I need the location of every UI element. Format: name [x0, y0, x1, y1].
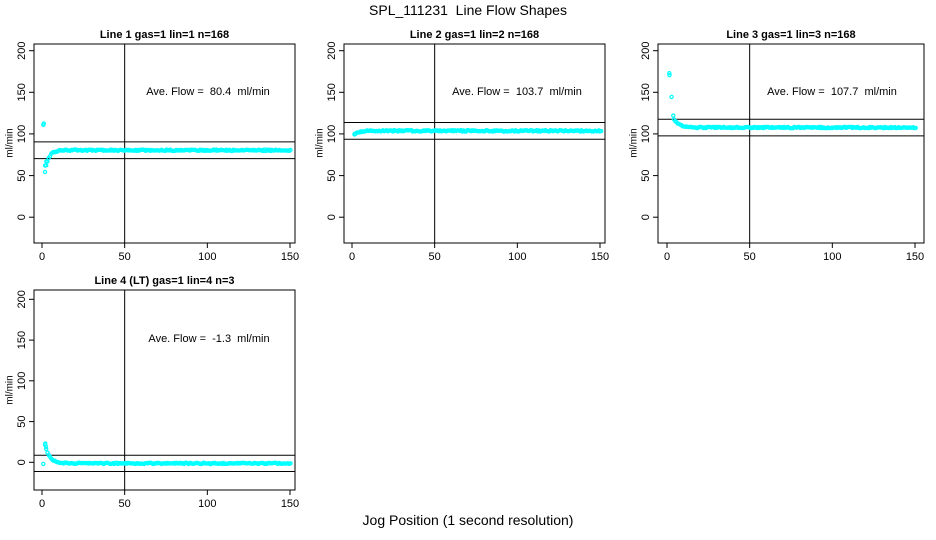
figure-title: SPL_111231 Line Flow Shapes: [369, 2, 567, 18]
y-tick-label: 150: [16, 331, 28, 349]
x-tick-label: 0: [39, 251, 45, 263]
x-tick-label: 150: [281, 251, 299, 263]
y-tick-label: 200: [16, 290, 28, 308]
x-tick-label: 0: [664, 251, 670, 263]
y-tick-label: 50: [16, 415, 28, 427]
panel-3-title: Line 3 gas=1 lin=3 n=168: [726, 29, 856, 41]
data-point: [42, 442, 48, 447]
plot-box: [33, 289, 296, 491]
y-tick-label: 50: [16, 169, 28, 181]
y-tick-label: 150: [640, 83, 652, 101]
plot-box: [343, 43, 606, 244]
y-tick-label: 200: [16, 42, 28, 60]
y-tick-label: 100: [640, 125, 652, 143]
panel-4-y-axis-unit-label: ml/min: [4, 375, 16, 405]
x-tick-label: 50: [119, 498, 131, 510]
data-point: [42, 169, 48, 175]
x-tick-label: 100: [198, 498, 216, 510]
x-axis-label: Jog Position (1 second resolution): [362, 512, 574, 528]
data-point: [667, 72, 672, 78]
data-point: [44, 163, 49, 168]
x-tick-label: 100: [508, 251, 526, 263]
data-point: [669, 94, 674, 100]
y-tick-label: 150: [16, 83, 28, 101]
x-tick-label: 150: [281, 498, 299, 510]
y-tick-label: 0: [16, 214, 28, 220]
panel-4-ave-flow-annotation: Ave. Flow = -1.3 ml/min: [148, 333, 270, 345]
y-tick-label: 200: [326, 42, 338, 60]
y-tick-label: 50: [326, 169, 338, 181]
data-point: [288, 461, 293, 466]
panel-3-y-axis-unit-label: ml/min: [628, 128, 640, 158]
data-point: [599, 128, 604, 134]
data-point: [671, 113, 676, 118]
y-tick-label: 100: [16, 372, 28, 390]
y-tick-label: 50: [640, 169, 652, 181]
plot-box: [657, 43, 925, 244]
y-tick-label: 150: [326, 83, 338, 101]
y-tick-label: 200: [640, 42, 652, 60]
panel-2-title: Line 2 gas=1 lin=2 n=168: [409, 29, 540, 41]
y-tick-label: 100: [326, 125, 338, 143]
x-tick-label: 50: [119, 251, 131, 263]
panel-1-ave-flow-annotation: Ave. Flow = 80.4 ml/min: [146, 86, 270, 98]
panel-2-ave-flow-annotation: Ave. Flow = 103.7 ml/min: [452, 86, 582, 98]
x-tick-label: 50: [744, 251, 756, 263]
plot-box: [33, 43, 296, 244]
x-tick-label: 100: [198, 251, 216, 263]
data-point: [913, 125, 918, 131]
y-tick-label: 100: [16, 125, 28, 143]
data-point: [288, 147, 293, 153]
panel-2-y-axis-unit-label: ml/min: [314, 128, 326, 158]
x-tick-label: 0: [39, 498, 45, 510]
y-tick-label: 0: [640, 214, 652, 220]
x-tick-label: 100: [823, 251, 841, 263]
panel-3-ave-flow-annotation: Ave. Flow = 107.7 ml/min: [767, 86, 897, 98]
x-tick-label: 50: [429, 251, 441, 263]
panel-1-y-axis-unit-label: ml/min: [4, 128, 16, 158]
data-point: [41, 461, 46, 467]
y-tick-label: 0: [16, 459, 28, 465]
x-tick-label: 150: [906, 251, 924, 263]
y-tick-label: 0: [326, 214, 338, 220]
data-point: [41, 121, 47, 126]
data-point: [667, 70, 672, 76]
x-tick-label: 150: [591, 251, 609, 263]
data-point: [44, 446, 49, 452]
panel-1-title: Line 1 gas=1 lin=1 n=168: [99, 29, 230, 41]
x-tick-label: 0: [349, 251, 355, 263]
panel-4-title: Line 4 (LT) gas=1 lin=4 n=3: [94, 275, 235, 287]
